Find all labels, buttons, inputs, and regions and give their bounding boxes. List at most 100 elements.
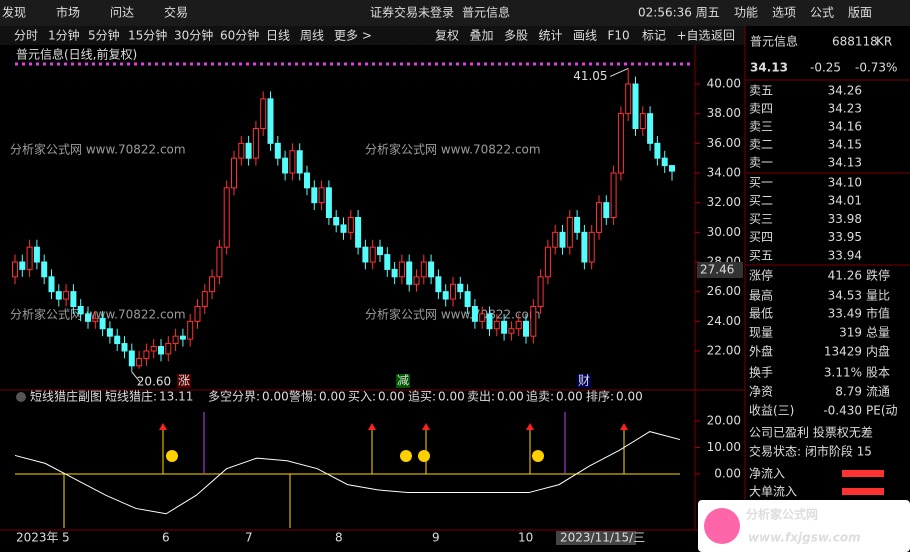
- book-price: 33.98: [828, 212, 862, 226]
- y-tick-label: 22.00: [707, 343, 741, 357]
- stat-label2: 流通: [866, 385, 890, 399]
- candle-body: [77, 305, 84, 315]
- low-label: 20.60: [137, 374, 171, 388]
- price-change: -0.25: [810, 61, 841, 75]
- x-tick-label: 2023/11/15/三: [560, 531, 645, 545]
- x-tick-label: 6: [162, 531, 170, 545]
- candle-body: [128, 350, 135, 367]
- candle-body: [406, 261, 413, 285]
- candle-body: [106, 328, 113, 337]
- stat-label: 最高: [749, 288, 773, 303]
- candle-body: [121, 343, 128, 352]
- event-marker[interactable]: 减: [397, 374, 409, 388]
- y-tick-label: 24.00: [707, 314, 741, 328]
- menu-item[interactable]: 交易: [164, 5, 188, 20]
- menu-item[interactable]: 选项: [772, 6, 796, 20]
- flow-label: 净流入: [749, 467, 785, 481]
- y-tick-label: 10.00: [707, 440, 741, 454]
- event-marker[interactable]: 财: [578, 374, 590, 388]
- date-cursor: [556, 531, 636, 545]
- menu-item[interactable]: 问达: [110, 6, 134, 20]
- stat-label2: 量比: [866, 289, 890, 303]
- indicator-item-value: 0.00: [319, 390, 346, 404]
- period-tab[interactable]: 1分钟: [48, 28, 80, 43]
- event-marker[interactable]: 涨: [178, 373, 190, 388]
- candle-body: [143, 350, 150, 359]
- candle-body: [325, 187, 332, 219]
- indicator-item-value: 0.00: [438, 390, 465, 404]
- stat-value: 13429: [824, 345, 862, 359]
- candle-body: [63, 291, 70, 300]
- candle-body: [552, 231, 559, 248]
- indicator-item-name: 短线猎庄:: [105, 389, 157, 404]
- candle-body: [187, 320, 194, 340]
- watermark: 分析家公式网 www.70822.com: [10, 142, 186, 157]
- x-tick-label: 8: [335, 531, 343, 545]
- tool-button[interactable]: 标记: [642, 29, 666, 43]
- indicator-item-name: 警惕:: [289, 389, 317, 404]
- menu-item[interactable]: 发现: [2, 5, 26, 20]
- tool-button[interactable]: 叠加: [470, 29, 494, 43]
- period-tab[interactable]: 更多 >: [334, 29, 372, 43]
- book-price: 34.01: [828, 194, 862, 208]
- menu-item[interactable]: 市场: [56, 5, 80, 20]
- book-label: 卖一: [749, 156, 773, 170]
- book-label: 买五: [749, 248, 773, 262]
- tool-button[interactable]: F10: [608, 29, 630, 43]
- period-tab[interactable]: 分时: [14, 29, 38, 43]
- y-tick-label: 40.00: [707, 77, 741, 91]
- y-tick-label: 34.00: [707, 166, 741, 180]
- stat-value: 33.49: [828, 307, 862, 321]
- candle-body: [33, 246, 40, 263]
- candle-body: [355, 217, 362, 248]
- smiley: [166, 450, 178, 462]
- stat-value: 8.79: [835, 385, 862, 399]
- status-info: 交易状态: 闭市阶段 15: [749, 444, 872, 459]
- period-tab[interactable]: 周线: [300, 29, 324, 43]
- candle-body: [639, 113, 646, 130]
- x-tick-label: 7: [245, 531, 253, 545]
- candle-body: [19, 261, 26, 270]
- y-tick-label: 20.00: [707, 413, 741, 427]
- stat-value: 3.11%: [824, 366, 862, 380]
- period-tab[interactable]: 5分钟: [88, 28, 120, 43]
- period-tab[interactable]: 30分钟: [174, 28, 213, 43]
- stat-label: 换手: [749, 366, 773, 380]
- candle-body: [179, 335, 186, 340]
- candle-body: [318, 187, 325, 204]
- book-label: 卖三: [749, 120, 773, 134]
- tool-button[interactable]: 统计: [539, 29, 563, 43]
- tool-button[interactable]: 画线: [573, 29, 597, 43]
- buy-arrow: [422, 423, 430, 430]
- collapse-icon[interactable]: [16, 392, 26, 402]
- candle-body: [435, 276, 442, 293]
- indicator-title: 短线猎庄副图: [30, 389, 102, 404]
- indicator-item-name: 追买:: [408, 389, 436, 404]
- candle-body: [479, 313, 486, 322]
- tool-button[interactable]: +自选: [677, 29, 711, 43]
- period-tab[interactable]: 日线: [266, 29, 290, 43]
- indicator-line: [14, 431, 681, 515]
- menu-item[interactable]: 版面: [848, 6, 872, 20]
- menu-item[interactable]: 公式: [810, 6, 834, 20]
- candle-body: [574, 217, 581, 233]
- buy-arrow: [620, 423, 628, 430]
- tool-button[interactable]: 复权: [435, 29, 459, 43]
- candle-body: [486, 313, 493, 330]
- candle-body: [267, 98, 274, 144]
- candle-body: [588, 231, 595, 263]
- flow-bar: [842, 488, 884, 495]
- smiley: [400, 450, 412, 462]
- period-tab[interactable]: 60分钟: [220, 28, 259, 43]
- candle-body: [158, 346, 164, 355]
- candle-body: [304, 172, 310, 189]
- period-tab[interactable]: 15分钟: [128, 28, 167, 43]
- tool-button[interactable]: 返回: [711, 29, 735, 43]
- menu-stock: 普元信息: [462, 5, 510, 20]
- tool-button[interactable]: 多股: [504, 29, 528, 43]
- stock-code: 688118: [832, 35, 878, 49]
- indicator-item-name: 排序:: [586, 389, 614, 404]
- candle-body: [464, 291, 471, 307]
- menu-item[interactable]: 功能: [734, 6, 758, 20]
